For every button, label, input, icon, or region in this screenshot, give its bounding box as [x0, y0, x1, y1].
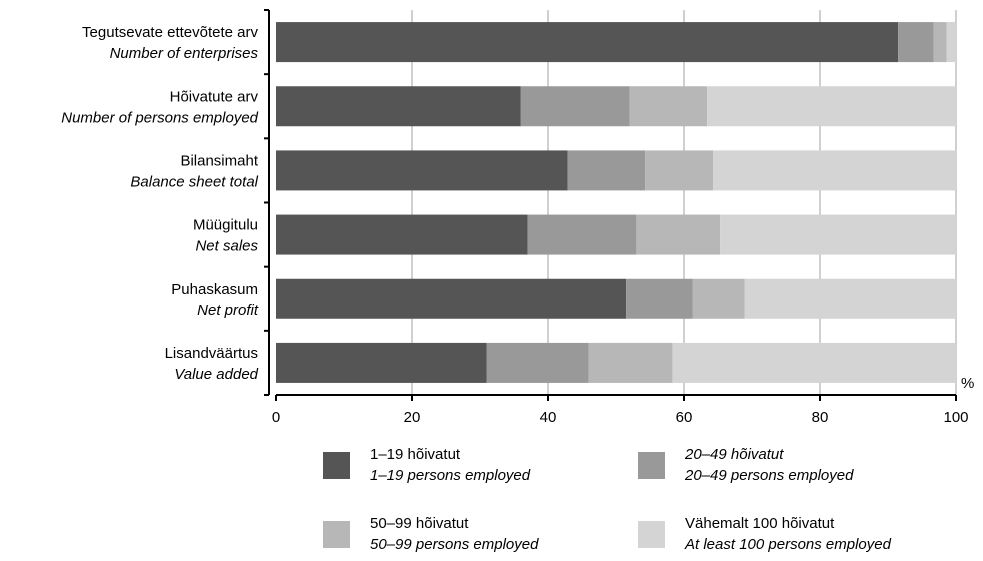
legend-label-en: At least 100 persons employed — [685, 536, 891, 553]
category-label-et: Bilansimaht — [180, 152, 258, 169]
legend-swatch-50-99 — [323, 521, 350, 548]
bar-segment — [898, 22, 934, 63]
category-label-en: Number of persons employed — [61, 109, 258, 126]
bar-segment — [707, 86, 956, 127]
x-tick-label: 80 — [812, 409, 829, 426]
bar-segment — [946, 22, 956, 63]
category-label-et: Tegutsevate ettevõtete arv — [82, 24, 258, 41]
bar-segment — [276, 214, 528, 255]
bar-segment — [588, 342, 673, 383]
bar-segment — [645, 150, 714, 191]
category-label-et: Puhaskasum — [171, 281, 258, 298]
x-tick-label: 60 — [676, 409, 693, 426]
legend-label-en: 20–49 persons employed — [685, 467, 854, 484]
bar-segment — [626, 278, 693, 319]
category-label-en: Net sales — [195, 238, 258, 255]
legend-label-20-49: 20–49 hõivatut 20–49 persons employed — [685, 444, 853, 486]
category-label-en: Value added — [174, 366, 258, 383]
bar-segment — [636, 214, 721, 255]
x-tick-label: 100 — [943, 409, 968, 426]
legend-item-50-99: 50–99 hõivatut 50–99 persons employed — [323, 513, 538, 555]
bar-segment — [276, 86, 521, 127]
gridlines — [411, 10, 957, 395]
legend-label-et: 1–19 hõivatut — [370, 446, 461, 463]
legend-swatch-1-19 — [323, 452, 350, 479]
category-label-et: Müügitulu — [193, 217, 258, 234]
category-label-en: Number of enterprises — [110, 45, 259, 62]
bar-segment — [276, 278, 627, 319]
x-tick-label: 20 — [404, 409, 421, 426]
bar-segment — [629, 86, 708, 127]
legend-swatch-20-49 — [638, 452, 665, 479]
bar-segment — [933, 22, 947, 63]
legend-swatch-100-plus — [638, 521, 665, 548]
category-labels: Tegutsevate ettevõtete arv Number of ente… — [61, 24, 259, 383]
category-label-en: Net profit — [197, 302, 259, 319]
bar-segment — [520, 86, 630, 127]
bar-segment — [744, 278, 956, 319]
legend-label-100-plus: Vähemalt 100 hõivatut At least 100 perso… — [685, 513, 891, 555]
bar-segment — [486, 342, 589, 383]
x-unit-label: % — [961, 375, 974, 392]
axes: 0 20 40 60 80 100% — [264, 9, 974, 426]
legend-label-et: Vähemalt 100 hõivatut — [685, 515, 835, 532]
bars — [276, 22, 956, 383]
category-label-et: Lisandväärtus — [165, 345, 258, 362]
bar-segment — [276, 342, 487, 383]
legend-label-et: 50–99 hõivatut — [370, 515, 469, 532]
legend-label-50-99: 50–99 hõivatut 50–99 persons employed — [370, 513, 538, 555]
bar-segment — [692, 278, 745, 319]
bar-segment — [276, 22, 899, 63]
x-tick-label: 0 — [272, 409, 280, 426]
x-tick-label: 40 — [540, 409, 557, 426]
bar-segment — [567, 150, 646, 191]
legend-item-20-49: 20–49 hõivatut 20–49 persons employed — [638, 444, 853, 486]
bar-segment — [713, 150, 956, 191]
category-label-en: Balance sheet total — [130, 173, 258, 190]
legend-item-100-plus: Vähemalt 100 hõivatut At least 100 perso… — [638, 513, 891, 555]
bar-segment — [276, 150, 568, 191]
legend-item-1-19: 1–19 hõivatut 1–19 persons employed — [323, 444, 530, 486]
bar-segment — [672, 342, 956, 383]
legend-label-en: 50–99 persons employed — [370, 536, 539, 553]
bar-segment — [720, 214, 956, 255]
legend-label-en: 1–19 persons employed — [370, 467, 531, 484]
bar-segment — [527, 214, 637, 255]
legend-label-1-19: 1–19 hõivatut 1–19 persons employed — [370, 444, 530, 486]
category-label-et: Hõivatute arv — [170, 88, 259, 105]
legend-label-et: 20–49 hõivatut — [685, 446, 784, 463]
